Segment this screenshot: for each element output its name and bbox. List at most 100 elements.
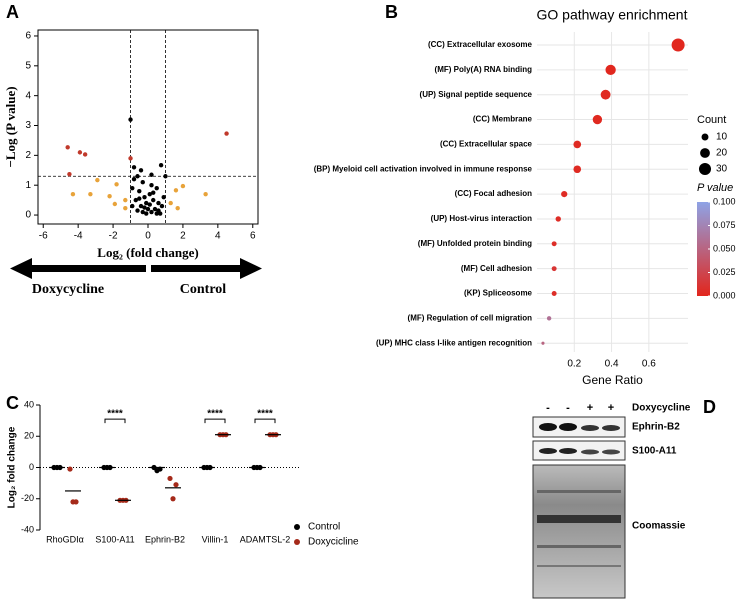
point [158, 163, 164, 168]
point [156, 200, 161, 206]
x-axis-label: Gene Ratio [582, 373, 643, 387]
point [107, 194, 112, 199]
point [130, 203, 135, 209]
y-tick-label: 1 [25, 180, 31, 191]
point [131, 177, 137, 182]
chart-title: GO pathway enrichment [537, 7, 688, 23]
legend-title: Count [697, 114, 726, 126]
legend-label: Control [308, 522, 340, 533]
y-tick-label: 40 [24, 399, 34, 409]
x-tick-label: 2 [180, 231, 186, 242]
point [163, 174, 168, 179]
gel-band [537, 515, 621, 523]
legend-label: 10 [716, 132, 728, 143]
point [138, 203, 144, 209]
point [145, 206, 151, 212]
blot-label: Coomassie [632, 521, 686, 532]
point [180, 183, 186, 189]
dot [551, 291, 557, 296]
x-tick-label: ADAMTSL-2 [240, 534, 291, 544]
arrow-shaft [28, 265, 146, 272]
point [88, 191, 93, 197]
point [77, 150, 83, 155]
point [151, 190, 156, 195]
point [156, 208, 161, 213]
y-tick-label: (UP) Host-virus interaction [431, 214, 532, 223]
dot [671, 38, 685, 52]
y-tick-label: 5 [25, 60, 31, 71]
legend-dot [701, 133, 709, 141]
point [147, 202, 152, 207]
x-axis-label: Log₂ (fold change) [97, 245, 198, 260]
x-tick-label: 0.6 [642, 359, 656, 370]
point [142, 194, 147, 200]
point [95, 177, 100, 183]
legend-label: 30 [716, 164, 728, 175]
x-tick-label: RhoGDIα [46, 534, 84, 544]
point [203, 191, 208, 197]
blot-label: Doxycycline [632, 403, 691, 414]
legend-dot [698, 162, 712, 176]
significance-bracket [204, 418, 226, 424]
x-tick-label: Ephrin-B2 [145, 534, 185, 544]
point [128, 156, 133, 161]
y-tick-label: (MF) Regulation of cell migration [408, 313, 533, 322]
x-tick-label: 0 [145, 231, 151, 242]
colorbar-label: 0.025 [713, 267, 736, 277]
point [161, 194, 166, 200]
significance-bracket [254, 418, 276, 424]
point [135, 174, 140, 179]
point [82, 152, 88, 157]
point [152, 206, 158, 212]
y-tick-label: 6 [25, 31, 31, 42]
band [559, 423, 577, 431]
y-tick-label: -40 [21, 524, 34, 534]
significance-bracket [104, 418, 126, 424]
point [159, 203, 165, 209]
point [137, 188, 142, 194]
y-tick-label: 2 [25, 150, 31, 161]
y-tick-label: (BP) Myeloid cell activation involved in… [314, 164, 533, 173]
point [114, 182, 119, 187]
point [149, 172, 154, 177]
band [539, 448, 557, 454]
lane-label: + [587, 402, 593, 414]
y-tick-label: (CC) Extracellular space [440, 140, 533, 149]
point [173, 188, 179, 193]
significance-label: **** [257, 409, 273, 420]
y-tick-label: (UP) MHC class I-like antigen recognitio… [376, 338, 532, 347]
y-tick-label: 0 [25, 210, 31, 221]
legend-marker [294, 539, 300, 545]
point [149, 209, 154, 215]
y-tick-label: (CC) Membrane [473, 115, 533, 124]
x-tick-label: -6 [39, 231, 48, 242]
dot [551, 266, 557, 272]
band [559, 448, 577, 454]
y-tick-label: (KP) Spliceosome [464, 289, 533, 298]
x-tick-label: -4 [74, 231, 83, 242]
annotation: Doxycycline [32, 282, 104, 297]
point [170, 496, 176, 502]
point [70, 191, 76, 197]
band [581, 425, 599, 431]
blot-label: S100-A11 [632, 446, 677, 457]
point [137, 196, 142, 201]
dot [546, 316, 552, 321]
point [73, 499, 79, 505]
gel [532, 464, 626, 599]
dot [551, 241, 557, 247]
dot [592, 114, 603, 125]
dot [561, 190, 568, 198]
x-tick-label: -2 [109, 231, 118, 242]
blot-label: Ephrin-B2 [632, 422, 680, 433]
y-tick-label: (MF) Poly(A) RNA binding [435, 65, 533, 74]
lane-label: - [546, 402, 550, 414]
x-tick-label: 6 [250, 231, 256, 242]
dot [573, 165, 582, 174]
arrow-head [240, 258, 262, 279]
point [175, 205, 180, 211]
colorbar-label: 0.000 [713, 290, 736, 300]
point [147, 191, 152, 197]
lane-label: + [608, 402, 614, 414]
